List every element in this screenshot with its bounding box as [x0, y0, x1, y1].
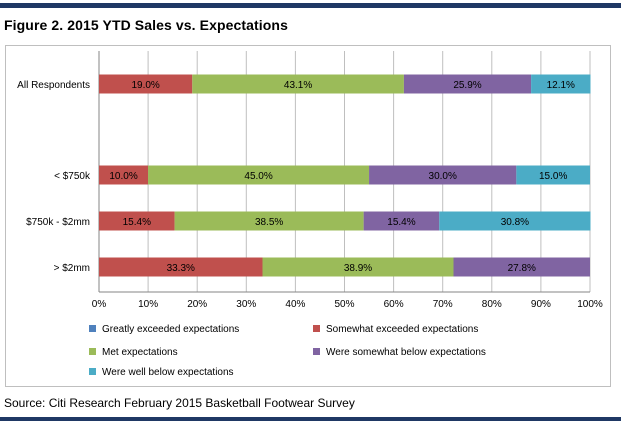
- top-rule: [0, 3, 621, 8]
- source-note: Source: Citi Research February 2015 Bask…: [4, 396, 355, 410]
- data-label: 33.3%: [167, 263, 195, 274]
- bar-segment: [192, 74, 404, 94]
- bar-segment: [369, 165, 517, 185]
- bar-segment: [99, 257, 263, 277]
- legend-label: Met expectations: [102, 347, 178, 358]
- data-label: 38.9%: [344, 263, 372, 274]
- legend-label: Were well below expectations: [102, 367, 234, 378]
- data-label: 15.0%: [539, 171, 567, 182]
- bar-segment: [516, 165, 590, 185]
- bar-segment: [262, 257, 454, 277]
- bar-segment: [174, 211, 364, 231]
- legend-label: Greatly exceeded expectations: [102, 324, 239, 335]
- bar-segment: [439, 211, 591, 231]
- data-label: 15.4%: [387, 217, 415, 228]
- data-label: 43.1%: [284, 80, 312, 91]
- bar-segment: [99, 74, 193, 94]
- x-tick-label: 90%: [531, 299, 551, 310]
- x-tick-label: 50%: [334, 299, 354, 310]
- x-tick-label: 20%: [187, 299, 207, 310]
- category-label: All Respondents: [17, 80, 90, 91]
- data-label: 45.0%: [244, 171, 272, 182]
- data-label: 10.0%: [109, 171, 137, 182]
- x-tick-label: 30%: [236, 299, 256, 310]
- data-label: 25.9%: [453, 80, 481, 91]
- bar-segment: [403, 74, 532, 94]
- legend-swatch: [313, 325, 320, 332]
- x-tick-label: 10%: [138, 299, 158, 310]
- bar-segment: [531, 74, 591, 94]
- data-label: 30.0%: [429, 171, 457, 182]
- bar-segment: [363, 211, 440, 231]
- legend-swatch: [89, 348, 96, 355]
- x-tick-label: 0%: [92, 299, 107, 310]
- legend-swatch: [89, 325, 96, 332]
- bar-segment: [148, 165, 370, 185]
- category-label: > $2mm: [54, 263, 90, 274]
- x-tick-label: 70%: [433, 299, 453, 310]
- category-label: $750k - $2mm: [26, 217, 90, 228]
- data-label: 38.5%: [255, 217, 283, 228]
- x-tick-label: 40%: [285, 299, 305, 310]
- data-label: 15.4%: [123, 217, 151, 228]
- legend-swatch: [313, 348, 320, 355]
- x-tick-label: 60%: [384, 299, 404, 310]
- legend-label: Were somewhat below expectations: [326, 347, 486, 358]
- data-label: 30.8%: [501, 217, 529, 228]
- chart-frame: 0% 10% 20% 30% 40% 50% 60% 70% 80% 90% 100% All Res…: [5, 45, 611, 387]
- data-label: 12.1%: [547, 80, 575, 91]
- x-tick-label: 100%: [577, 299, 603, 310]
- x-tick-label: 80%: [482, 299, 502, 310]
- legend-swatch: [89, 368, 96, 375]
- bar-segment: [99, 165, 149, 185]
- stacked-bar-chart: 0% 10% 20% 30% 40% 50% 60% 70% 80% 90% 100% All Res…: [17, 51, 603, 378]
- category-label: < $750k: [54, 171, 91, 182]
- bottom-rule: [0, 417, 621, 421]
- bar-segment: [453, 257, 590, 277]
- data-label: 27.8%: [508, 263, 536, 274]
- legend-label: Somewhat exceeded expectations: [326, 324, 478, 335]
- data-label: 19.0%: [131, 80, 159, 91]
- figure-title: Figure 2. 2015 YTD Sales vs. Expectation…: [4, 17, 288, 33]
- bar-segment: [99, 211, 175, 231]
